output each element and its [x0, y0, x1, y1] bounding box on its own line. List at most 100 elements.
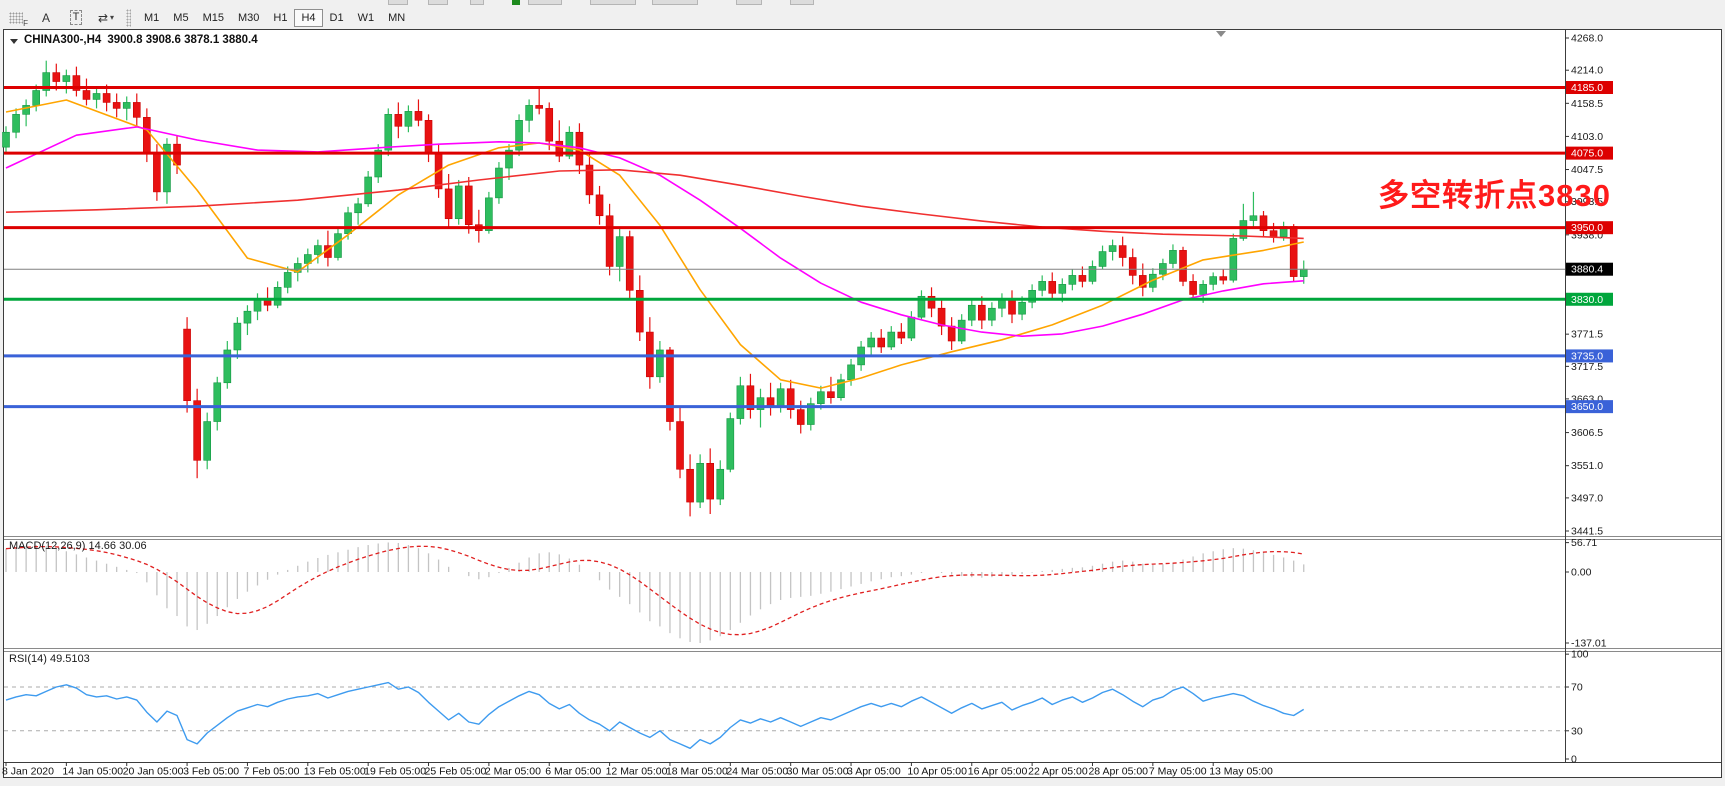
candle-body	[193, 400, 201, 461]
candle-body	[143, 117, 151, 154]
price-badge-label: 3950.0	[1571, 222, 1603, 234]
price-axis-label: 3497.0	[1571, 492, 1603, 504]
candle-body	[937, 307, 946, 327]
candle-body	[666, 349, 674, 422]
candle-body	[283, 272, 292, 288]
text-label-icon[interactable]: A	[32, 7, 60, 28]
candle-body	[1028, 290, 1036, 303]
symbol-dropdown-icon[interactable]	[10, 38, 18, 44]
chart-title: CHINA300-,H4	[24, 34, 102, 46]
tab-timeframe-M5[interactable]: M5	[166, 9, 195, 27]
candle-body	[867, 337, 875, 348]
candle-body	[213, 382, 222, 422]
candle-body	[505, 149, 513, 169]
rsi-axis-label: 30	[1571, 725, 1583, 737]
candle-body	[1138, 275, 1147, 288]
clipped-toolbar-fragment	[736, 0, 762, 5]
price-axis-label: 4268.0	[1571, 33, 1603, 45]
candle-body	[615, 236, 624, 267]
tab-timeframe-MN[interactable]: MN	[381, 9, 412, 27]
chart-ohlc-values: 3900.8 3908.6 3878.1 3880.4	[107, 34, 258, 46]
price-axis-label: 3717.5	[1571, 361, 1603, 373]
candle-body	[364, 176, 372, 205]
rsi-line	[5, 681, 1305, 749]
crosshair-grid-icon[interactable]: F	[2, 7, 30, 28]
time-axis-label: 6 Mar 05:00	[545, 766, 601, 778]
ma-red-line	[5, 169, 1304, 240]
candle-body	[565, 131, 574, 157]
tab-timeframe-H1[interactable]: H1	[266, 9, 294, 27]
tab-timeframe-M15[interactable]: M15	[196, 9, 231, 27]
chart-title-row: CHINA300-,H4 3900.8 3908.6 3878.1 3880.4	[10, 34, 258, 46]
price-badge-label: 3735.0	[1571, 350, 1603, 362]
rsi-axis-label: 100	[1571, 649, 1589, 661]
candle-body	[424, 120, 433, 154]
clipped-toolbar-fragment	[388, 0, 408, 5]
price-badge-3650.0	[1566, 400, 1613, 414]
price-badge-3880.4	[1566, 262, 1613, 276]
candle-body	[1229, 238, 1238, 281]
time-axis-label: 18 Mar 05:00	[666, 766, 728, 778]
candle-body	[163, 143, 171, 193]
tab-timeframe-D1[interactable]: D1	[323, 9, 351, 27]
dropdown-caret-icon[interactable]: ▾	[110, 13, 115, 22]
candle-body	[837, 379, 845, 398]
macd-axis-label: -137.01	[1571, 637, 1607, 649]
clipped-toolbar-fragment	[470, 0, 484, 5]
candle-body	[927, 295, 936, 309]
candle-body	[354, 203, 362, 214]
time-axis-label: 25 Feb 05:00	[425, 766, 487, 778]
time-axis-label: 22 Apr 05:00	[1028, 766, 1088, 778]
timeframe-button-group: M1 M5 M15 M30 H1 H4 D1 W1 MN	[137, 8, 412, 27]
time-axis-label: 13 Feb 05:00	[304, 766, 366, 778]
price-badge-3830.0	[1566, 292, 1613, 306]
arrows-glyph: ⇄	[97, 10, 109, 25]
candle-body	[1169, 250, 1177, 264]
time-axis-label: 20 Jan 05:00	[123, 766, 184, 778]
candle-body	[696, 462, 704, 503]
candle-body	[253, 298, 262, 312]
price-badge-label: 4185.0	[1571, 82, 1603, 94]
candle-body	[686, 468, 694, 503]
candle-body	[957, 319, 966, 342]
candle-body	[2, 131, 10, 148]
candle-body	[52, 72, 61, 82]
candle-body	[1098, 251, 1107, 267]
text-box-icon[interactable]: T	[62, 7, 90, 28]
candle-body	[233, 322, 242, 351]
candle-body	[595, 194, 604, 217]
candle-body	[967, 304, 976, 321]
candle-body	[495, 167, 503, 199]
price-badge-label: 3880.4	[1571, 264, 1603, 276]
time-axis-label: 8 Jan 2020	[2, 766, 54, 778]
clipped-toolbar-row	[0, 0, 1725, 6]
candle-body	[1008, 298, 1016, 315]
tab-timeframe-H4[interactable]: H4	[294, 8, 323, 27]
price-badge-3950.0	[1566, 221, 1613, 235]
time-axis-label: 28 Apr 05:00	[1088, 766, 1148, 778]
candle-body	[42, 72, 51, 91]
candle-body	[122, 102, 131, 109]
clipped-toolbar-fragment	[512, 0, 520, 5]
candle-body	[585, 164, 594, 196]
time-axis-label: 16 Apr 05:00	[968, 766, 1028, 778]
candle-body	[183, 328, 191, 401]
tab-timeframe-M1[interactable]: M1	[137, 9, 166, 27]
tab-timeframe-M30[interactable]: M30	[231, 9, 266, 27]
time-axis-label: 10 Apr 05:00	[907, 766, 967, 778]
candle-body	[917, 295, 926, 318]
chart-shift-marker[interactable]	[1216, 31, 1226, 37]
candle-body	[223, 349, 232, 384]
candle-body	[454, 185, 463, 220]
price-axis-label: 3441.5	[1571, 526, 1603, 538]
arrange-arrows-icon[interactable]: ⇄ ▾	[92, 7, 120, 28]
clipped-toolbar-fragment	[528, 0, 562, 5]
candle-body	[847, 364, 855, 381]
chart-toolbar: F A T ⇄ ▾ M1 M5 M15 M30 H1 H4 D1 W1 MN	[0, 6, 1725, 29]
candle-body	[756, 397, 765, 410]
candle-body	[1088, 266, 1097, 282]
price-axis-label: 3993.5	[1571, 196, 1603, 208]
candle-body	[414, 111, 423, 121]
tab-timeframe-W1[interactable]: W1	[351, 9, 382, 27]
